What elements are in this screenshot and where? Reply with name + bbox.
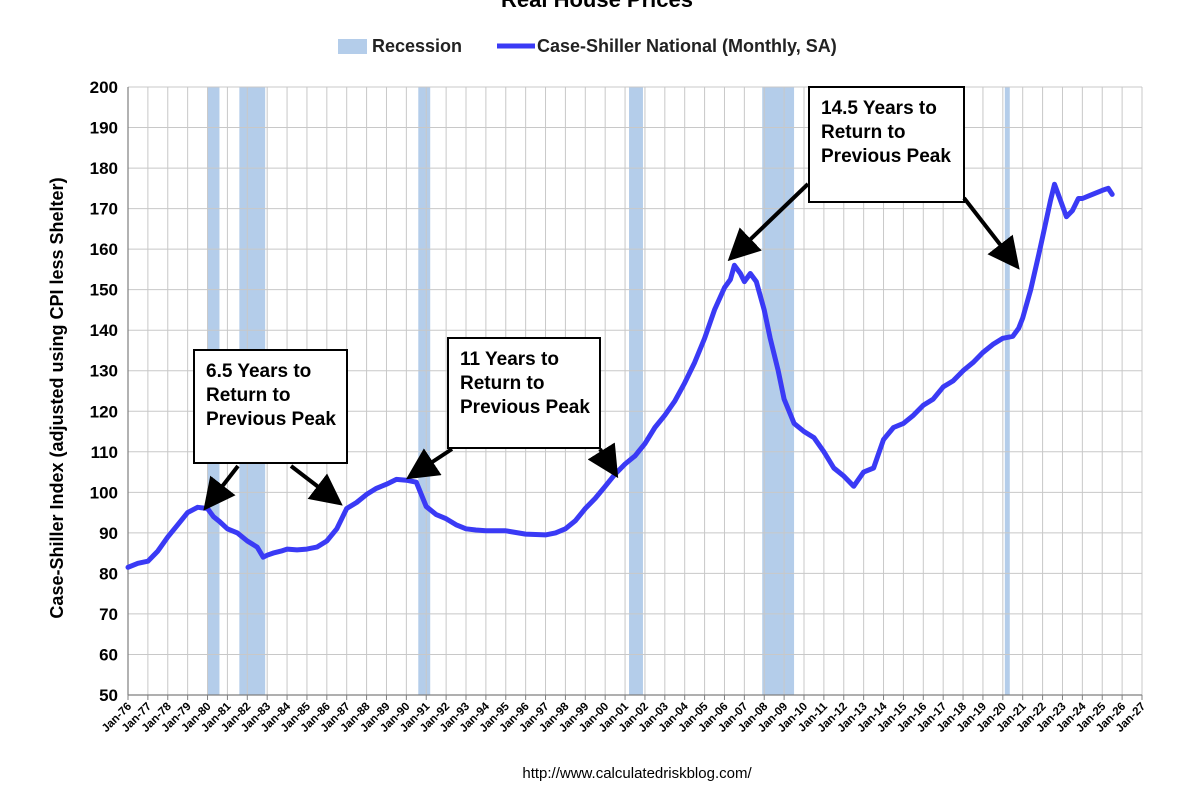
plot-area: 50 60 70 80 90 100 110 120 130 140 150 160 170 180 190… <box>90 78 1148 735</box>
annotation-0-line-0: 6.5 Years to <box>206 361 311 382</box>
y-tick-label-5: 100 <box>90 483 118 502</box>
annotation-2-line-2: Previous Peak <box>821 146 951 167</box>
recession-band-5 <box>1004 87 1010 695</box>
y-tick-label-2: 70 <box>99 605 118 624</box>
annotation-2-line-1: Return to <box>821 122 905 143</box>
y-tick-label-1: 60 <box>99 645 118 664</box>
annotation-0-line-2: Previous Peak <box>206 409 336 430</box>
y-tick-label-6: 110 <box>91 443 118 462</box>
y-tick-label-0: 50 <box>99 686 118 705</box>
y-tick-label-15: 200 <box>90 78 118 97</box>
annotation-2-line-0: 14.5 Years to <box>821 98 937 119</box>
recession-band-3 <box>629 87 643 695</box>
annotation-arrow-5 <box>962 196 1020 270</box>
legend: Recession Case-Shiller National (Monthly… <box>338 36 837 56</box>
legend-series-label: Case-Shiller National (Monthly, SA) <box>537 36 837 56</box>
recession-band-2 <box>418 87 431 695</box>
annotation-box-1 <box>447 337 601 449</box>
y-tick-label-4: 90 <box>99 524 118 543</box>
recession-band-4 <box>762 87 795 695</box>
y-tick-label-13: 180 <box>90 159 118 178</box>
chart-title: Real House Prices <box>501 0 693 12</box>
legend-recession-swatch <box>338 39 367 54</box>
legend-recession-label: Recession <box>372 36 462 56</box>
annotation-arrow-2 <box>405 447 454 480</box>
annotation-arrow-1 <box>289 464 343 506</box>
annotation-1-line-2: Previous Peak <box>460 397 590 418</box>
y-tick-label-12: 170 <box>90 200 118 219</box>
y-axis-label: Case-Shiller Index (adjusted using CPI l… <box>47 177 67 618</box>
annotation-box-0 <box>193 349 348 464</box>
annotation-1-line-1: Return to <box>460 373 544 394</box>
y-tick-label-11: 160 <box>90 240 118 259</box>
annotation-1-line-0: 11 Years to <box>460 349 559 370</box>
y-tick-label-3: 80 <box>99 564 118 583</box>
series-line-0 <box>125 181 1115 570</box>
y-tick-label-9: 140 <box>90 321 118 340</box>
annotation-arrow-3 <box>587 442 619 479</box>
y-tick-label-14: 190 <box>90 119 118 138</box>
y-tick-label-8: 130 <box>90 362 118 381</box>
annotation-arrow-0 <box>203 464 240 511</box>
annotation-0-line-1: Return to <box>206 385 290 406</box>
y-tick-label-7: 120 <box>90 402 118 421</box>
annotation-arrow-4 <box>727 182 810 262</box>
y-tick-label-10: 150 <box>90 281 118 300</box>
annotation-box-2 <box>808 86 965 203</box>
source-url: http://www.calculatedriskblog.com/ <box>522 765 752 782</box>
